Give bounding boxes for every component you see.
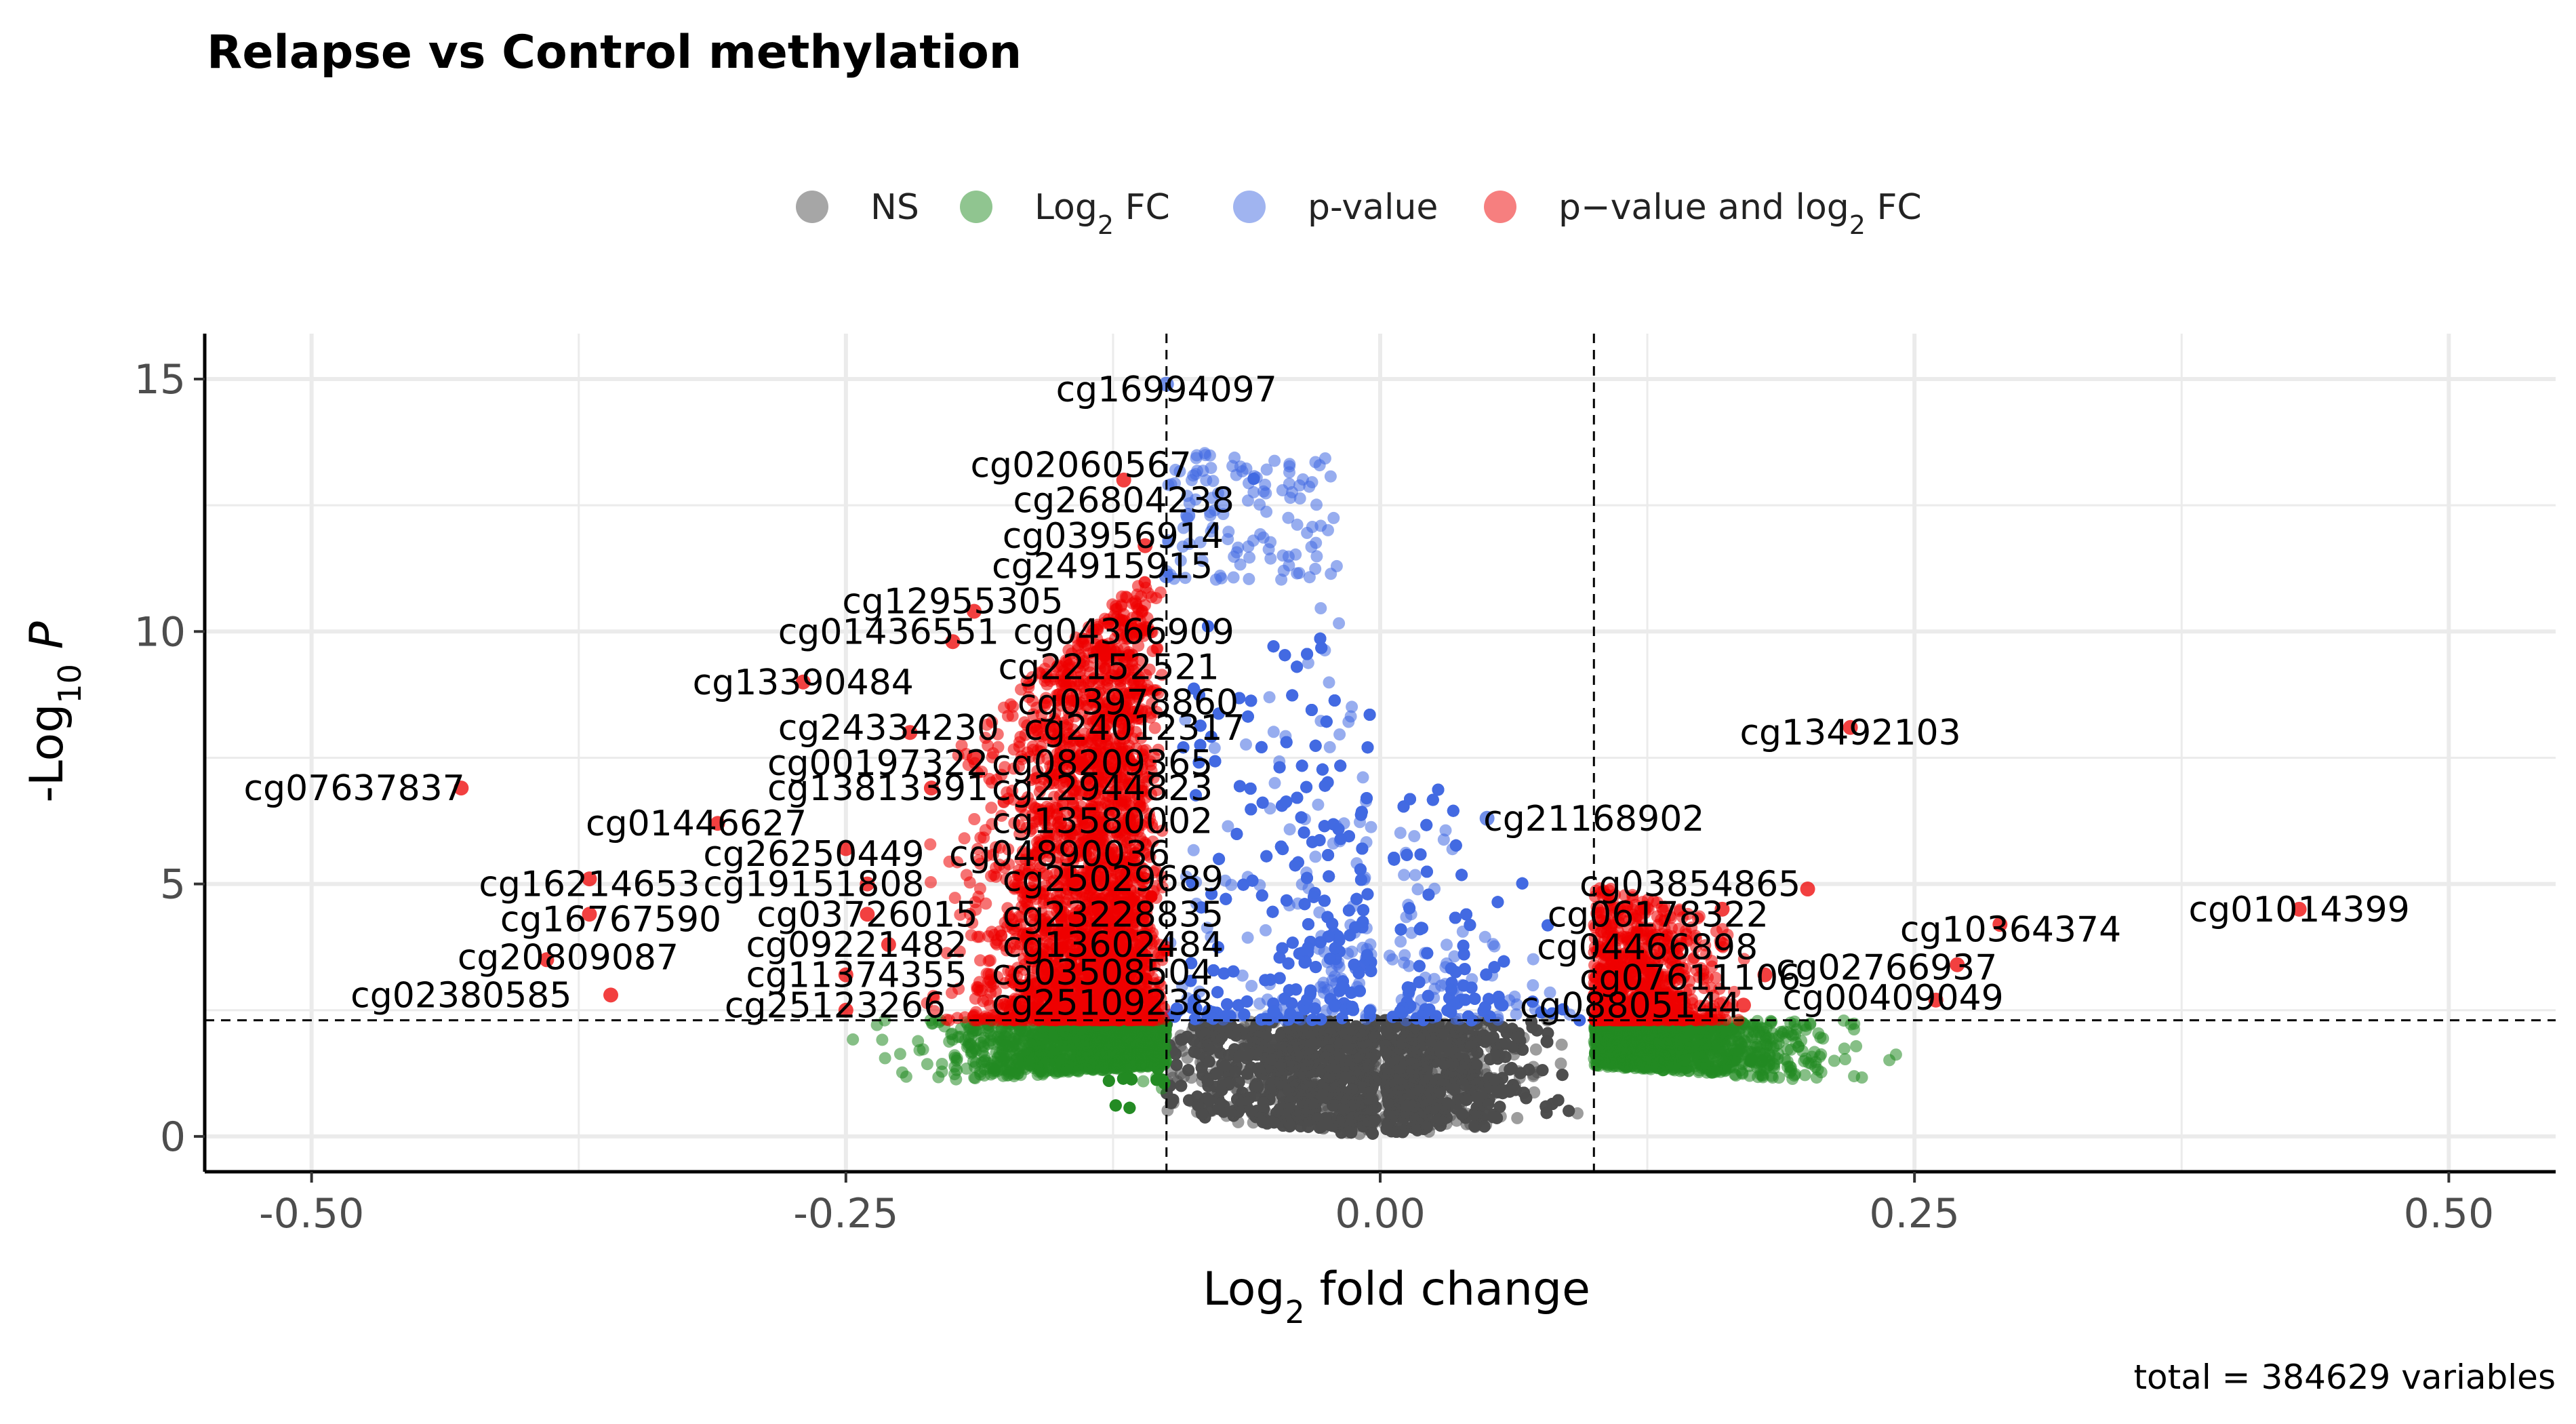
legend-swatch	[1233, 191, 1266, 223]
legend-label: p-value	[1308, 187, 1438, 228]
legend: NS Log2 FC p-value p−value and log2 FC	[796, 187, 1922, 240]
chart-title: Relapse vs Control methylation	[207, 26, 1022, 79]
data-point	[1555, 1038, 1568, 1051]
legend-swatch	[1484, 191, 1516, 223]
data-point	[1511, 1111, 1524, 1124]
scatter-points	[454, 376, 2307, 1141]
legend-label: NS	[870, 187, 919, 228]
legend-swatch	[796, 191, 828, 223]
legend-swatch	[960, 191, 992, 223]
data-point	[1554, 1057, 1567, 1070]
grid-major	[205, 334, 2556, 1172]
data-point	[1529, 1043, 1542, 1056]
